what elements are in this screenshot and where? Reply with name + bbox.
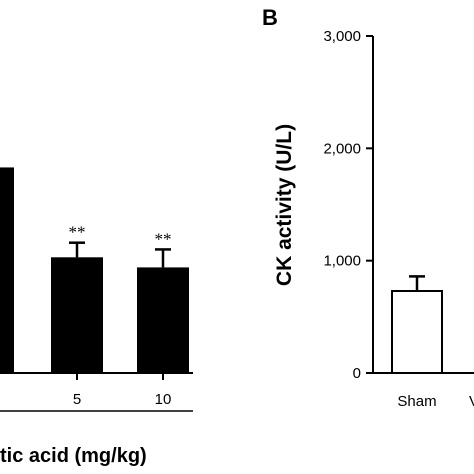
panel-a-significance-mark: ** [155,229,172,248]
panel-a-x-axis-title: tic acid (mg/kg) [0,445,147,467]
panel-b-y-tick-label: 2,000 [323,140,361,157]
panel-b-x-ticks: Sham V [397,393,474,410]
panel-a-bar [0,167,14,373]
panel-a-x-ticks: 5510 [73,373,172,408]
panel-a-significance-mark: ** [69,223,86,242]
panel-b-y-tick-label: 0 [353,365,361,382]
panel-a-bars: ** ** [0,167,189,373]
panel-b-bar [391,289,443,375]
panel-b-y-tick-label: 1,000 [323,253,361,270]
panel-a-x-tick-label: 5 [73,391,81,408]
panel-b: B 0 1,000 2,000 3,000 Sham V CK activity (U/… [262,5,474,410]
panel-b-y-ticks: 0 1,000 2,000 3,000 [323,28,373,382]
panel-b-x-tick-label: V [469,393,474,410]
panel-b-bars [391,275,443,375]
panel-a: **** 5510 tic acid (mg/kg) [0,167,193,467]
panel-a-bar [51,257,103,373]
panel-a-bar [137,267,189,373]
panel-a-x-tick-label: 10 [155,391,172,408]
panel-b-x-tick-label: Sham [397,393,436,410]
panel-b-y-axis-title: CK activity (U/L) [273,124,296,286]
panel-b-y-tick-label: 3,000 [323,28,361,45]
panel-b-label: B [262,5,278,30]
